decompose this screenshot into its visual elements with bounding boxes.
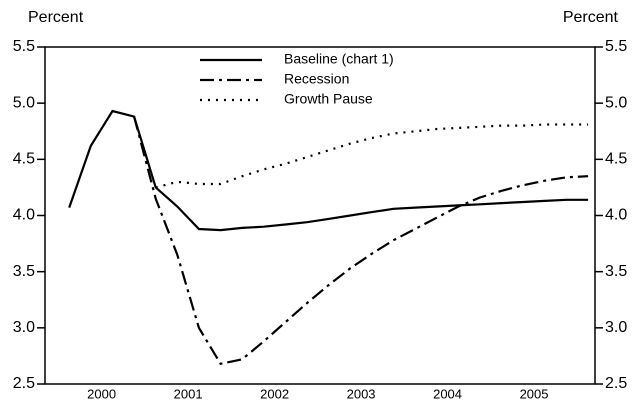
x-tick-label: 2003 (347, 386, 376, 401)
x-tick-label: 2005 (520, 386, 549, 401)
x-tick-label: 2001 (174, 386, 203, 401)
series-line (68, 109, 589, 232)
y-tick-label: 3.5 (13, 263, 35, 280)
x-tick-label: 2002 (260, 386, 289, 401)
y-tick-label: 5.5 (13, 38, 35, 55)
y2-tick-label: 4.5 (605, 151, 627, 168)
y-axis-label: Percent (28, 9, 84, 26)
y-tick-label: 2.5 (13, 375, 35, 392)
x-tick-label: 2004 (433, 386, 462, 401)
series-line (133, 116, 589, 366)
y2-tick-label: 5.5 (605, 38, 627, 55)
y-tick-label: 5.0 (13, 94, 35, 111)
y2-tick-label: 3.5 (605, 263, 627, 280)
y-tick-label: 3.0 (13, 319, 35, 336)
series-line (155, 123, 589, 189)
legend-label: Recession (284, 71, 349, 87)
y2-tick-label: 4.0 (605, 207, 627, 224)
legend-label: Baseline (chart 1) (284, 51, 394, 67)
y2-tick-label: 2.5 (605, 375, 627, 392)
y-tick-label: 4.0 (13, 207, 35, 224)
y2-axis-label: Percent (563, 9, 619, 26)
x-tick-label: 2000 (87, 386, 116, 401)
legend-label: Growth Pause (284, 91, 373, 107)
y2-tick-label: 3.0 (605, 319, 627, 336)
y-tick-label: 4.5 (13, 151, 35, 168)
y2-tick-label: 5.0 (605, 94, 627, 111)
